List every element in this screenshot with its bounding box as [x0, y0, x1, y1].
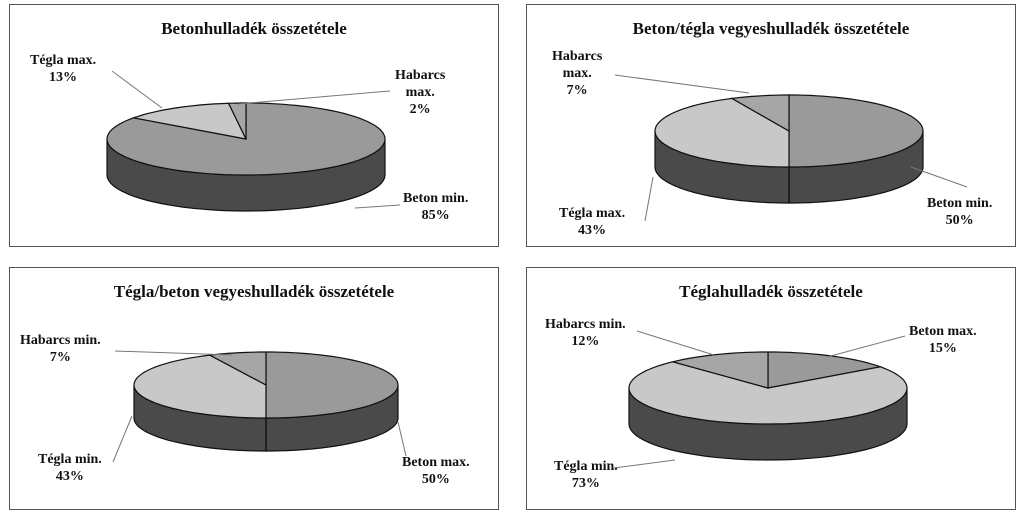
pie-svg	[613, 330, 908, 469]
pie-slice-habarcs	[672, 351, 769, 389]
chart-panel-beton: Betonhulladék összetétele Tégla max. 13% …	[9, 4, 499, 247]
chart-panel-beton-tegla: Beton/tégla vegyeshulladék összetétele H…	[526, 4, 1016, 247]
leader-line-tegla	[111, 70, 163, 109]
slice-label-habarcs: Habarcs min. 12%	[545, 317, 626, 349]
leader-line-beton	[826, 335, 906, 358]
pie-svg	[614, 74, 968, 222]
pie-slice-tegla	[654, 97, 790, 168]
leader-line-tegla	[613, 459, 676, 469]
leader-line-tegla	[112, 415, 133, 463]
pie-slice-habarcs	[730, 94, 790, 133]
pie-slice-beton	[788, 94, 924, 168]
pie-slice-tegla	[628, 361, 908, 425]
slice-label-tegla: Tégla min. 73%	[554, 459, 618, 491]
leader-line-tegla	[644, 176, 654, 222]
slice-label-habarcs: Habarcs min. 7%	[20, 333, 101, 365]
leader-line-beton	[354, 204, 401, 209]
slice-label-beton: Beton max. 15%	[909, 324, 977, 356]
chart-title: Tégla/beton vegyeshulladék összetétele	[113, 282, 395, 301]
leader-line-habarcs	[614, 74, 750, 94]
pie-slice-tegla	[133, 102, 248, 140]
leader-line-beton	[397, 421, 407, 457]
slice-label-habarcs: Habarcs max. 7%	[552, 49, 603, 98]
pie-slice-beton	[265, 351, 399, 419]
slice-label-tegla: Tégla max. 13%	[30, 53, 97, 85]
chart-title: Beton/tégla vegyeshulladék összetétele	[632, 19, 910, 38]
leader-line-habarcs	[114, 350, 233, 356]
slice-label-habarcs: Habarcs max. 2%	[395, 68, 446, 117]
slice-label-beton: Beton min. 50%	[927, 196, 993, 228]
slice-label-beton: Beton min. 85%	[403, 191, 469, 223]
leader-line-habarcs	[636, 330, 715, 356]
pie-slice-tegla	[133, 354, 267, 419]
slice-label-tegla: Tégla min. 43%	[38, 452, 102, 484]
pie-svg	[112, 350, 407, 463]
leader-line-habarcs	[237, 90, 391, 105]
chart-panel-tegla-beton: Tégla/beton vegyeshulladék összetétele H…	[9, 267, 499, 510]
pie-svg	[106, 70, 401, 212]
chart-panel-tegla: Téglahulladék összetétele Habarcs min. 12…	[526, 267, 1016, 510]
chart-title: Téglahulladék összetétele	[679, 282, 863, 301]
slice-label-beton: Beton max. 50%	[402, 455, 470, 487]
slice-label-tegla: Tégla max. 43%	[559, 206, 626, 238]
chart-title: Betonhulladék összetétele	[161, 19, 347, 38]
leader-line-beton	[910, 166, 968, 188]
